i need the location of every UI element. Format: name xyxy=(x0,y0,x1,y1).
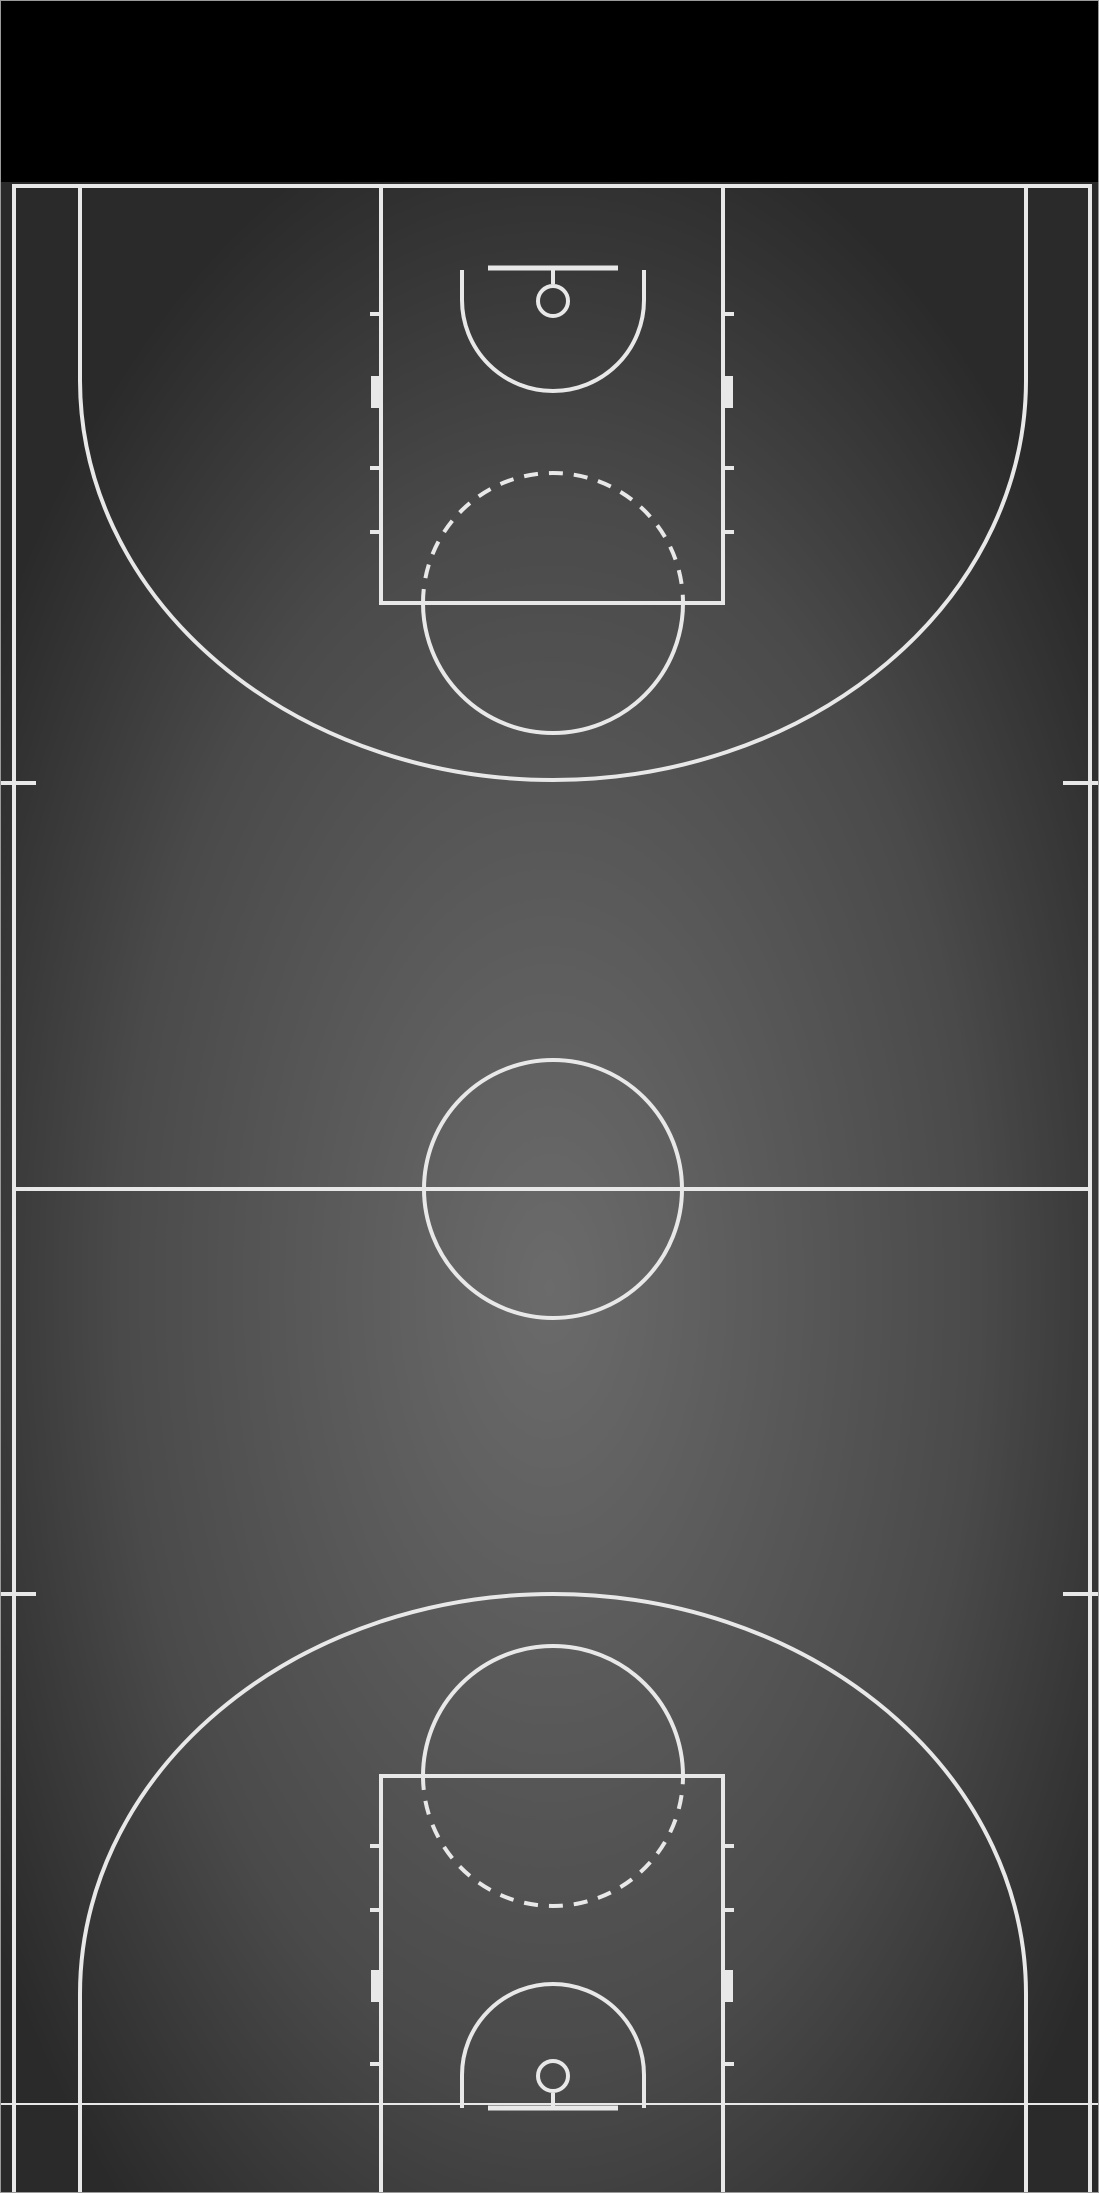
lane-block-top-left xyxy=(371,376,381,408)
restricted-arc-bottom xyxy=(460,1982,646,2108)
free-throw-circle-solid-top xyxy=(421,602,685,735)
lane-block-top-right xyxy=(723,376,733,408)
hoop-top xyxy=(536,284,570,318)
three-point-line-bottom xyxy=(78,1592,1028,2193)
center-circle xyxy=(422,1058,684,1320)
free-throw-circle-dashed-bottom xyxy=(421,1775,685,1908)
free-throw-circle-dashed-top xyxy=(421,471,685,604)
top-black-band xyxy=(0,0,1099,182)
restricted-arc-top xyxy=(460,270,646,393)
lane-block-bottom-right xyxy=(723,1970,733,2002)
free-throw-circle-solid-bottom xyxy=(421,1644,685,1777)
lane-block-bottom-left xyxy=(371,1970,381,2002)
hoop-bottom xyxy=(536,2059,570,2093)
three-point-line-top xyxy=(78,186,1028,782)
